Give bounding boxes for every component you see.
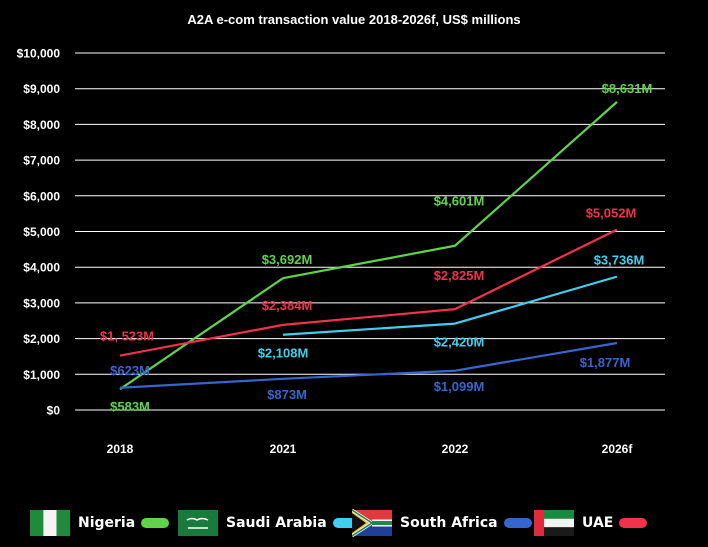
y-tick-label: $8,000	[23, 118, 60, 132]
y-tick-label: $1,000	[23, 368, 60, 382]
data-label: $4,601M	[434, 194, 485, 209]
y-tick-label: $10,000	[17, 47, 61, 61]
data-label: $3,692M	[262, 252, 313, 267]
data-label: $3,736M	[594, 253, 645, 268]
saudi-arabia-flag-icon	[178, 510, 218, 536]
x-tick-label: 2026f	[602, 442, 634, 456]
chart-title: A2A e-com transaction value 2018-2026f, …	[187, 12, 520, 27]
series-line-uae	[119, 228, 618, 357]
legend-swatch-saudi-arabia	[332, 518, 361, 528]
legend-swatch-south-africa	[503, 518, 532, 528]
x-tick-label: 2022	[442, 442, 469, 456]
legend-swatch-nigeria	[141, 518, 170, 528]
data-labels: $583M $3,692M $4,601M $8,631M $2,108M $2,420M…	[100, 81, 652, 414]
legend: Nigeria Saudi Arabia South Africa	[0, 503, 708, 543]
x-tick-label: 2021	[270, 442, 297, 456]
legend-item-saudi-arabia: Saudi Arabia	[178, 503, 361, 543]
legend-swatch-uae	[619, 518, 648, 528]
y-tick-label: $4,000	[23, 261, 60, 275]
y-tick-label: $2,000	[23, 332, 60, 346]
data-label: $2,825M	[434, 268, 485, 283]
series-lines	[119, 101, 618, 391]
data-label: $1,877M	[580, 355, 631, 370]
legend-item-nigeria: Nigeria	[30, 503, 170, 543]
data-label: $1, 523M	[100, 329, 154, 344]
legend-label-saudi-arabia: Saudi Arabia	[226, 515, 327, 531]
x-axis-ticks: 2018 2021 2022 2026f	[107, 442, 634, 456]
x-tick-label: 2018	[107, 442, 134, 456]
series-line-saudi-arabia	[282, 275, 618, 336]
y-tick-label: $0	[47, 404, 61, 418]
legend-label-uae: UAE	[582, 515, 614, 531]
y-tick-label: $7,000	[23, 154, 60, 168]
south-africa-flag-icon	[352, 509, 392, 537]
legend-item-uae: UAE	[534, 503, 648, 543]
gridlines	[75, 52, 665, 411]
y-tick-label: $9,000	[23, 82, 60, 96]
data-label: $873M	[267, 387, 307, 402]
data-label: $2,384M	[262, 298, 313, 313]
data-label: $583M	[110, 399, 150, 414]
y-tick-label: $5,000	[23, 225, 60, 239]
y-tick-label: $6,000	[23, 189, 60, 203]
legend-label-nigeria: Nigeria	[78, 515, 136, 531]
series-line-nigeria	[119, 101, 618, 391]
data-label: $623M	[110, 363, 150, 378]
data-label: $8,631M	[602, 81, 653, 96]
series-line-south-africa	[119, 341, 618, 389]
data-label: $2,108M	[258, 346, 309, 361]
line-chart: A2A e-com transaction value 2018-2026f, …	[17, 12, 665, 456]
data-label: $1,099M	[434, 379, 485, 394]
nigeria-flag-icon	[30, 510, 70, 536]
legend-label-south-africa: South Africa	[400, 515, 498, 531]
y-axis-ticks: $0 $1,000 $2,000 $3,000 $4,000 $5,000 $6,000 $7…	[17, 47, 61, 418]
data-label: $5,052M	[586, 206, 637, 221]
legend-item-south-africa: South Africa	[352, 503, 532, 543]
uae-flag-icon	[534, 510, 574, 536]
data-label: $2,420M	[434, 335, 485, 350]
y-tick-label: $3,000	[23, 296, 60, 310]
